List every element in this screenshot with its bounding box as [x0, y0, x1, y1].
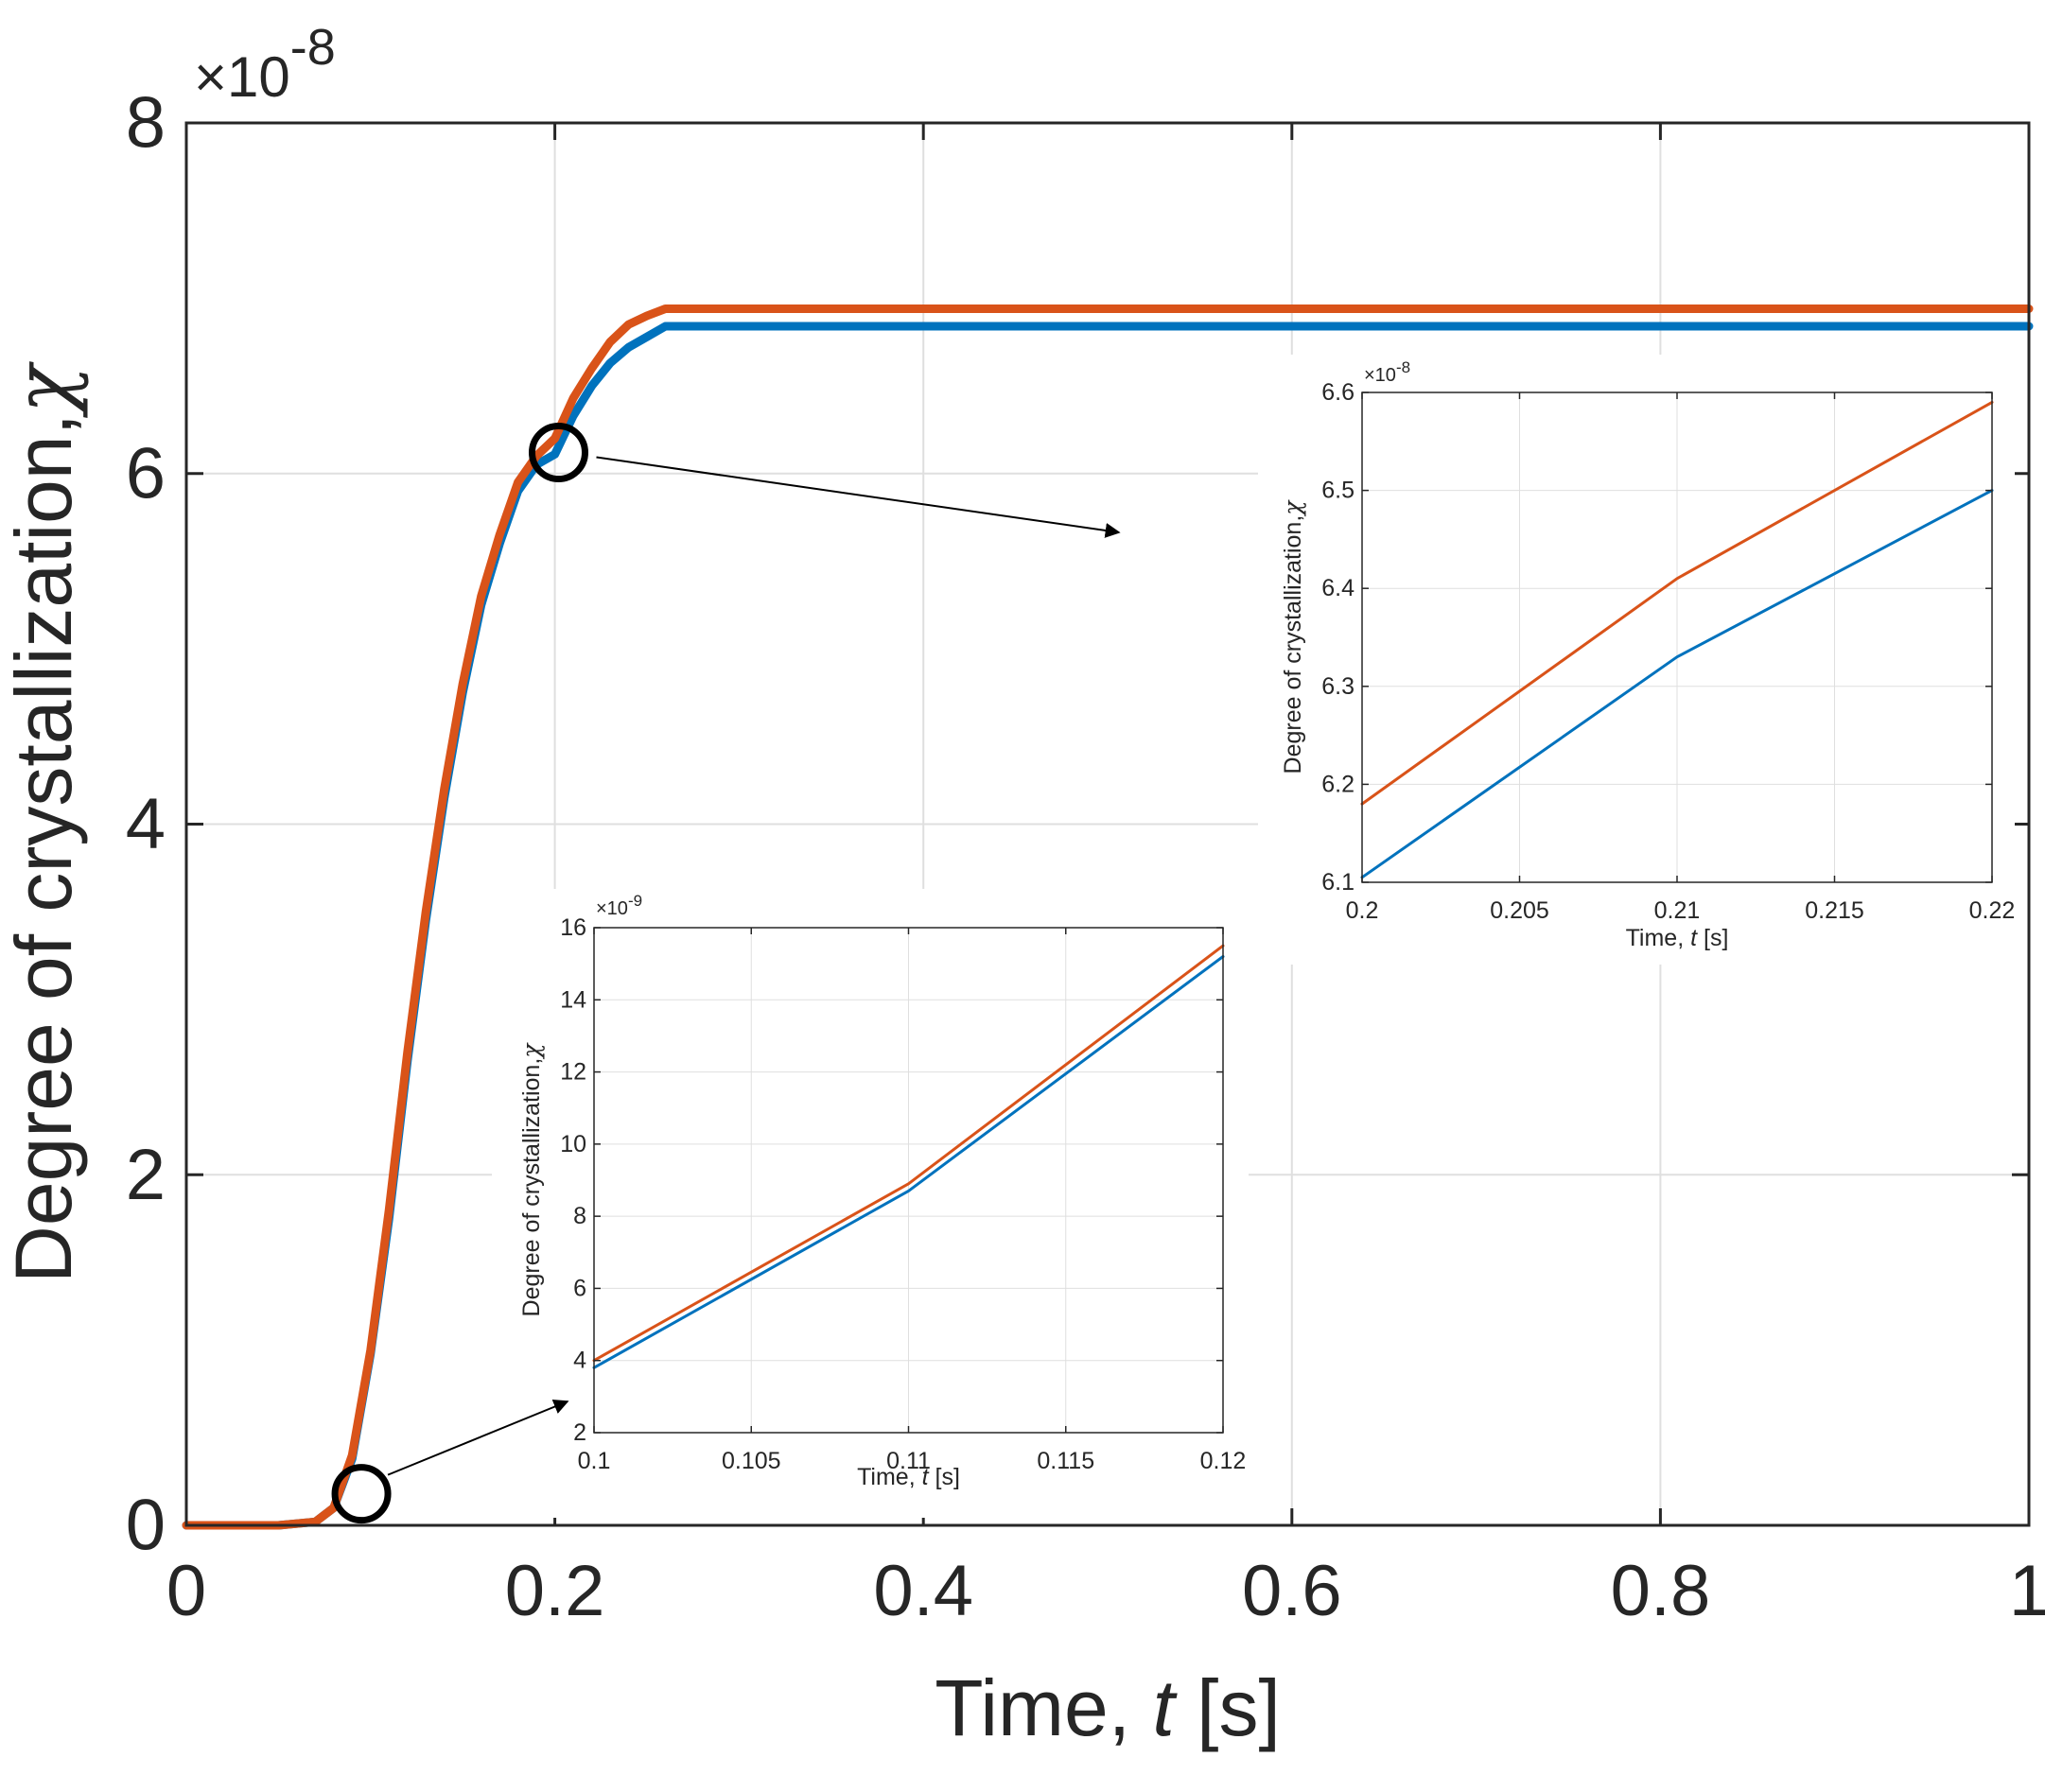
inset_late-exponent-label: ×10-8: [1364, 358, 1410, 386]
main-ytick-label: 4: [126, 784, 166, 864]
zoom-annotations: [331, 423, 1121, 1524]
inset_early-xtick-label: 0.115: [1037, 1448, 1094, 1474]
inset_early-ytick-label: 14: [560, 986, 586, 1013]
inset_early-x-axis-label: Time, t [s]: [857, 1464, 960, 1490]
main-ytick-label: 0: [126, 1486, 166, 1566]
inset_early-ytick-label: 2: [573, 1419, 586, 1446]
main-x-axis-label-text: Time,: [935, 1663, 1152, 1752]
main-x-axis-label: Time, t [s]: [935, 1663, 1281, 1752]
inset_early-exponent-base: ×10: [596, 898, 628, 919]
inset_late-xtick-label: 0.215: [1805, 897, 1864, 924]
inset_late-ytick-label: 6.2: [1321, 771, 1355, 797]
main-xtick-label: 0.6: [1242, 1551, 1342, 1631]
main-xtick-label: 0.4: [873, 1551, 973, 1631]
inset_early-ytick-label: 16: [560, 914, 586, 941]
inset_late-x-axis-label-text: Time,: [1626, 925, 1691, 951]
inset_late-series-orange: [1360, 400, 1994, 806]
main-x-axis-label-unit: [s]: [1175, 1663, 1281, 1752]
inset_late-series-blue: [1360, 489, 1994, 879]
inset_late-y-axis-label: Degree of crystallization,χ: [1279, 499, 1306, 774]
main-xtick-label: 0.8: [1611, 1551, 1711, 1631]
inset_late-xtick-label: 0.2: [1346, 897, 1379, 924]
inset_early-exponent-power: -9: [628, 892, 642, 910]
inset_early-series-orange: [592, 944, 1225, 1363]
inset_late-ytick-label: 6.6: [1321, 379, 1355, 406]
main-exponent-base: ×10: [194, 45, 290, 109]
inset_late-xtick-label: 0.22: [1969, 897, 2016, 924]
main-xtick-label: 0.2: [505, 1551, 605, 1631]
inset_early-series-blue: [592, 955, 1225, 1369]
inset_late-ytick-label: 6.4: [1321, 575, 1355, 601]
inset_early-y-axis-label-symbol: χ: [517, 1042, 545, 1060]
inset_early-xtick-label: 0.12: [1200, 1448, 1247, 1474]
inset_late-ytick-label: 6.5: [1321, 478, 1355, 504]
inset_late-xtick-label: 0.205: [1490, 897, 1549, 924]
inset-chart-late: 0.2 0.205 0.21 0.215 0.22 6.1 6.2 6.3 6.4 6.5 6.6 ×…: [1258, 355, 2015, 965]
inset-chart-early: 0.1 0.105 0.11 0.115 0.12 2 4 6 8 10 12 14 16 ×10-9 Ti…: [492, 889, 1249, 1518]
inset_late-exponent-base: ×10: [1364, 365, 1396, 386]
zoom-arrow-early: [387, 1400, 569, 1476]
inset_early-xtick-label: 0.105: [722, 1448, 781, 1474]
inset_late-ytick-label: 6.3: [1321, 673, 1355, 700]
inset_late-background: [1258, 355, 2015, 965]
main-x-axis-label-var: t: [1152, 1663, 1178, 1752]
inset_late-x-axis-label-unit: [s]: [1697, 925, 1728, 951]
main-xtick-label: 0: [166, 1551, 206, 1631]
inset_late-ytick-label: 6.1: [1321, 869, 1355, 896]
main-y-axis-label-text: Degree of crystallization,: [0, 413, 88, 1283]
inset_early-ytick-label: 12: [560, 1059, 586, 1086]
main-ytick-label: 2: [126, 1135, 166, 1215]
inset_early-ytick-label: 10: [560, 1131, 586, 1157]
inset_late-exponent-power: -8: [1396, 358, 1410, 376]
inset_late-x-axis-label: Time, t [s]: [1626, 925, 1729, 951]
inset_early-x-axis-label-unit: [s]: [929, 1464, 960, 1490]
main-ytick-label: 8: [126, 83, 166, 164]
inset_late-y-axis-label-text: Degree of crystallization,: [1280, 515, 1306, 774]
inset_early-x-axis-label-text: Time,: [857, 1464, 922, 1490]
inset_late-xtick-label: 0.21: [1654, 897, 1701, 924]
inset_early-background: [492, 889, 1249, 1518]
main-y-axis-label-symbol: χ: [0, 360, 90, 418]
inset_early-ytick-label: 8: [573, 1203, 586, 1229]
zoom-circle-early: [331, 1464, 392, 1524]
inset_early-ytick-label: 4: [573, 1348, 586, 1374]
main-exponent-label: ×10-8: [194, 19, 336, 109]
inset_late-y-axis-label-symbol: χ: [1279, 499, 1306, 517]
inset_early-x-axis-label-var: t: [922, 1464, 930, 1490]
zoom-arrow-late: [596, 456, 1121, 538]
inset_early-xtick-label: 0.11: [886, 1448, 931, 1474]
main-xtick-label: 1: [2009, 1551, 2045, 1631]
main-exponent-power: -8: [290, 19, 336, 76]
main-ytick-label: 6: [126, 433, 166, 513]
inset_early-exponent-label: ×10-9: [596, 892, 642, 919]
inset_early-y-axis-label: Degree of crystallization,χ: [517, 1042, 545, 1317]
inset_early-y-axis-label-text: Degree of crystallization,: [518, 1058, 545, 1317]
inset_late-x-axis-label-var: t: [1690, 925, 1698, 951]
main-y-axis-label: Degree of crystallization,χ: [0, 360, 90, 1283]
zoom-circle-late: [528, 423, 588, 483]
inset_early-ytick-label: 6: [573, 1275, 586, 1301]
inset_early-xtick-label: 0.1: [578, 1448, 611, 1474]
